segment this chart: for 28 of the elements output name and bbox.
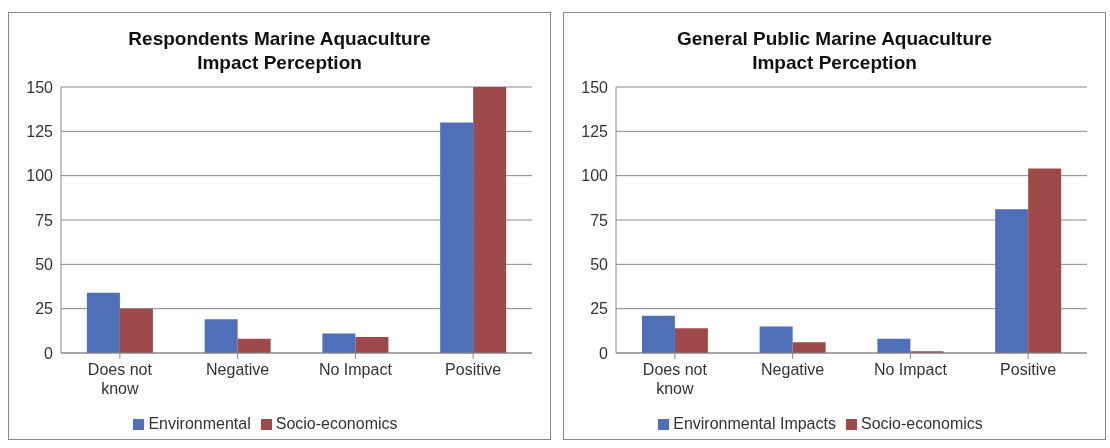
x-tick-label: No Impact xyxy=(873,361,948,378)
legend-label: Environmental xyxy=(148,415,251,432)
y-tick-label: 50 xyxy=(35,256,54,274)
y-tick-label: 0 xyxy=(599,344,609,362)
y-tick-label: 150 xyxy=(581,78,609,96)
y-tick-label: 25 xyxy=(35,300,54,318)
legend-label: Socio-economics xyxy=(275,415,398,432)
legend-label: Environmental Impacts xyxy=(673,415,836,432)
y-tick-label: 25 xyxy=(590,300,609,318)
chart-title: Respondents Marine Aquaculture Impact Perception xyxy=(127,27,432,75)
y-tick-label: 100 xyxy=(26,167,54,185)
chart-title: General Public Marine Aquaculture Impact Perception xyxy=(676,27,993,75)
y-tick-label: 75 xyxy=(35,211,54,229)
y-tick-label: 0 xyxy=(44,344,54,362)
x-tick-label: Positive xyxy=(1000,361,1057,378)
legend-label: Socio-economics xyxy=(860,415,983,432)
x-tick-label: Negative xyxy=(206,361,270,378)
x-tick-label: No Impact xyxy=(318,361,393,378)
y-tick-label: 125 xyxy=(581,123,609,141)
x-tick-label: Positive xyxy=(445,361,502,378)
y-tick-label: 150 xyxy=(26,78,54,96)
y-tick-label: 75 xyxy=(590,211,609,229)
y-tick-label: 125 xyxy=(26,123,54,141)
y-tick-label: 100 xyxy=(581,167,609,185)
x-tick-label: Does not know xyxy=(87,361,153,397)
x-tick-label: Does not know xyxy=(642,361,708,397)
x-tick-label: Negative xyxy=(761,361,825,378)
y-tick-label: 50 xyxy=(590,256,609,274)
